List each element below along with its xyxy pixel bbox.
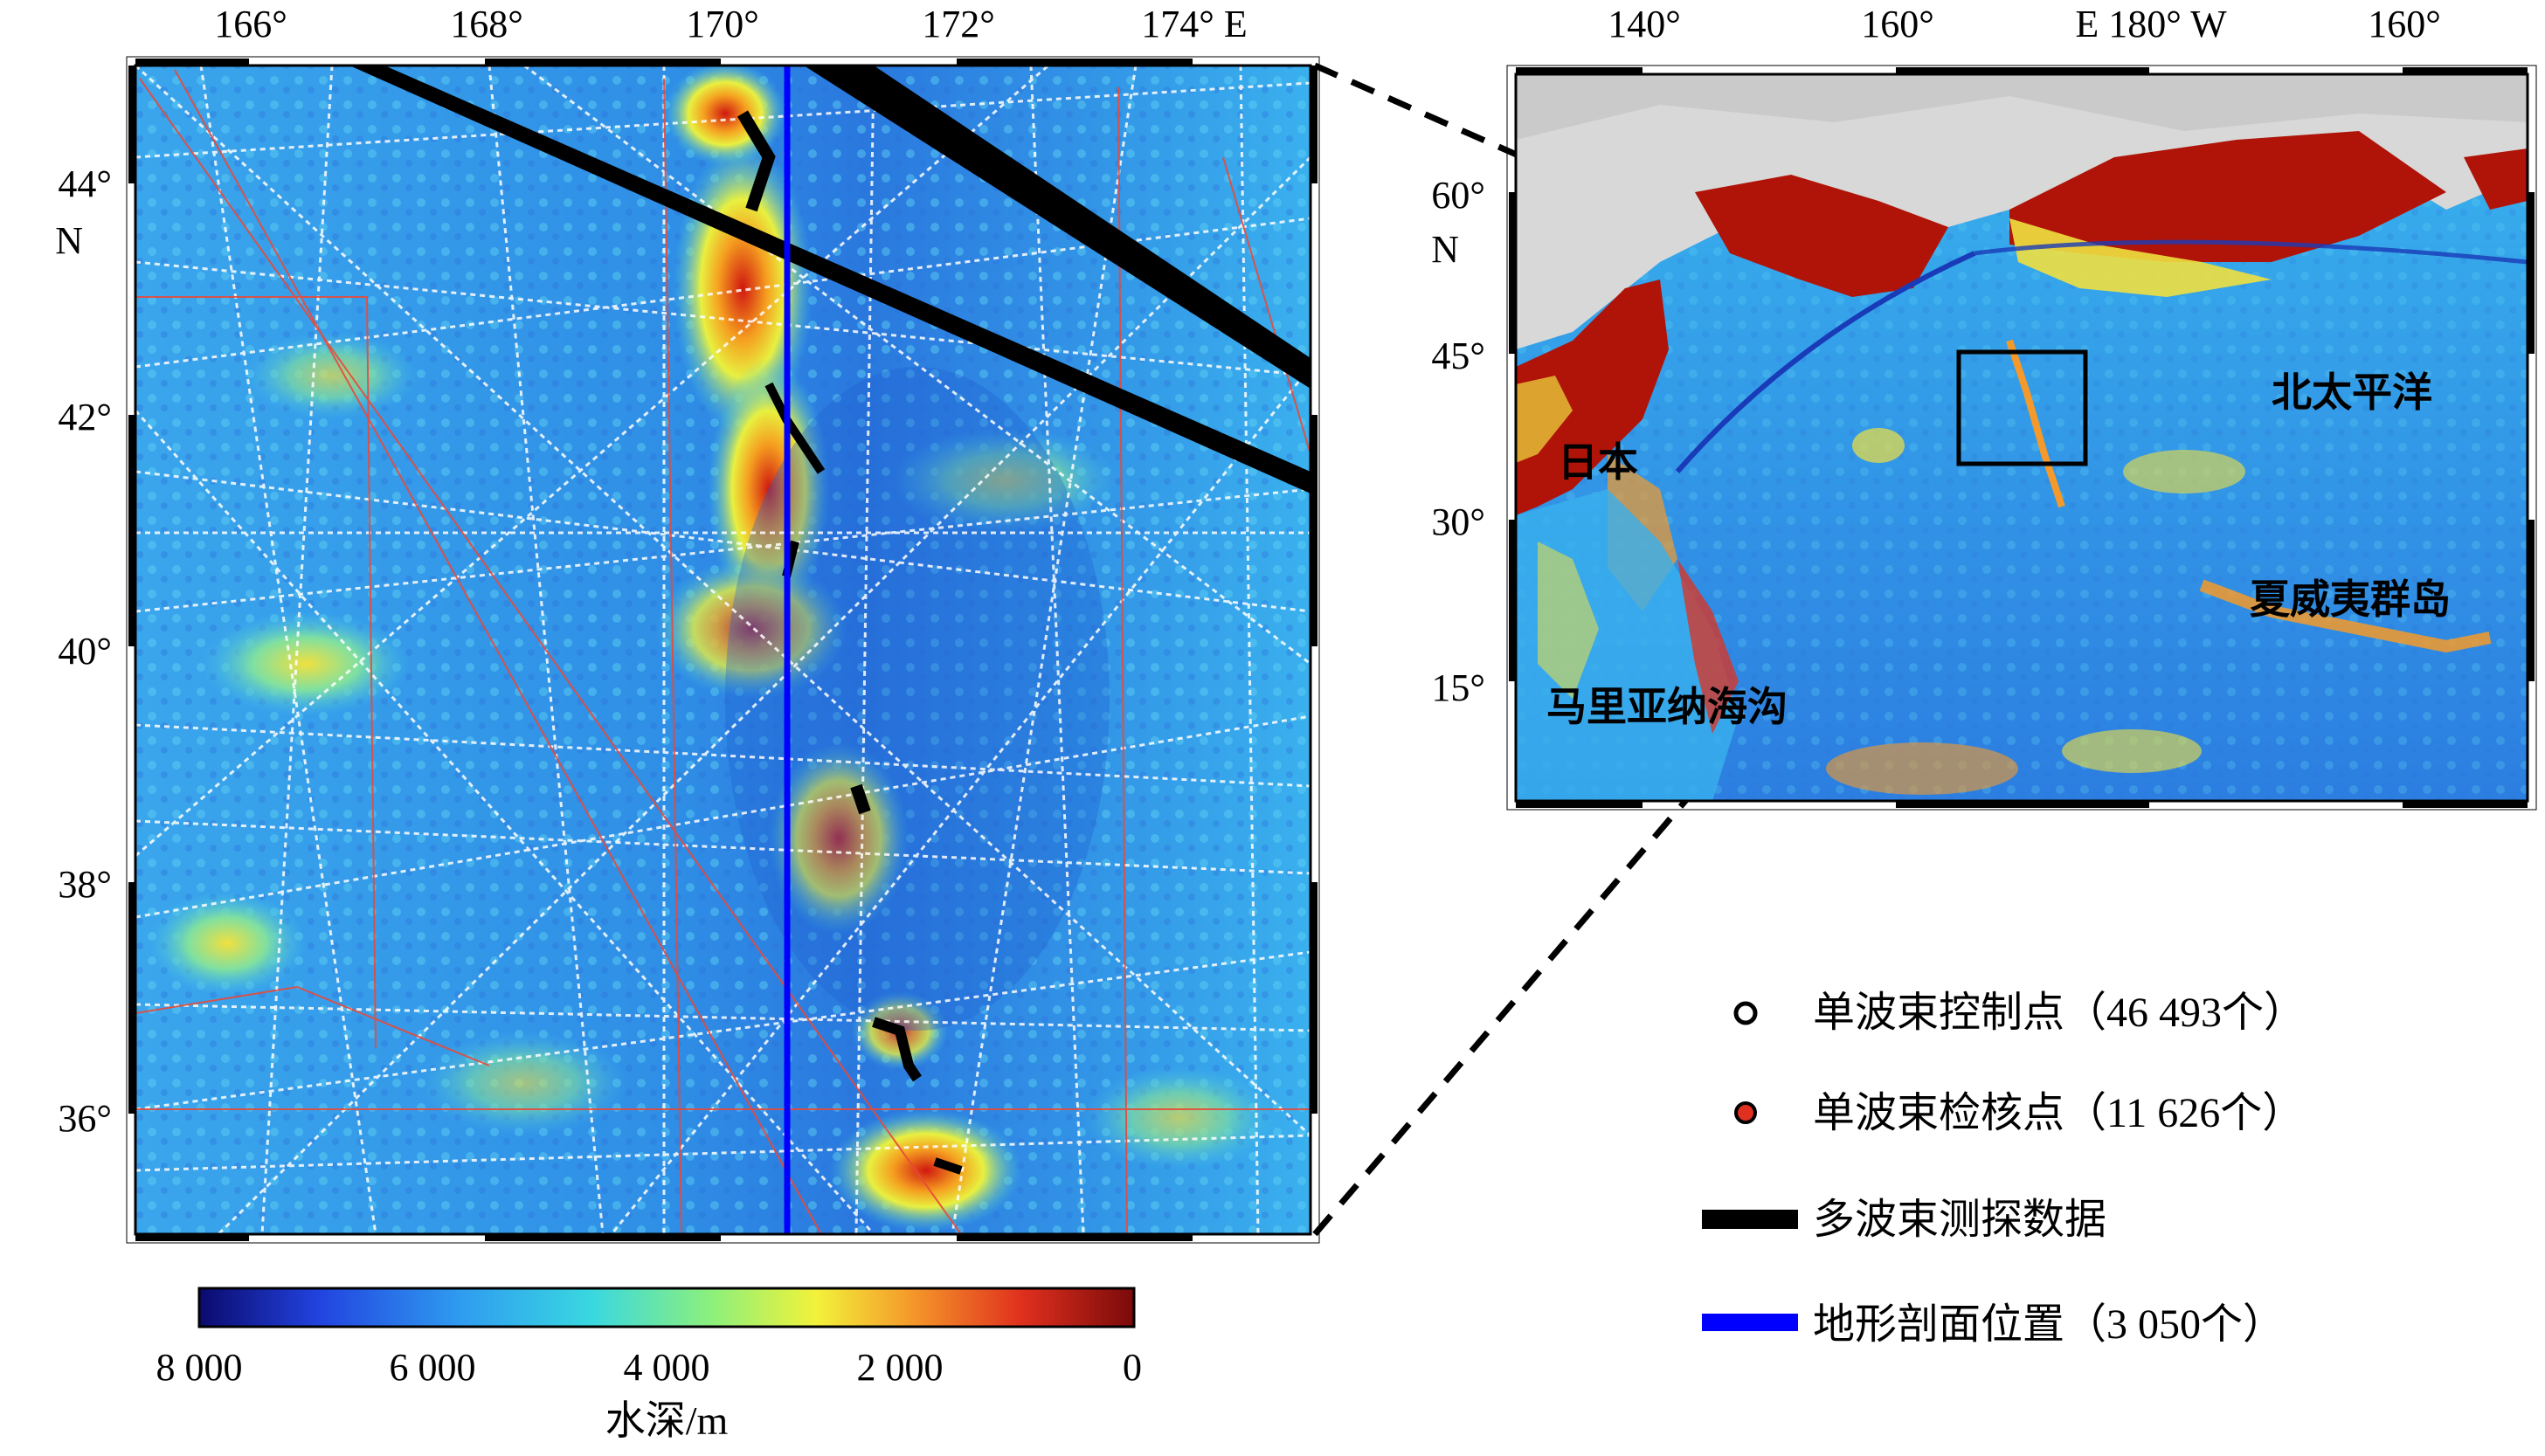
open-circle-symbol — [1733, 1001, 1758, 1025]
colorbar-tick: 4 000 — [624, 1346, 710, 1389]
label-hawaii: 夏威夷群岛 — [2250, 577, 2451, 622]
colorbar-tick: 2 000 — [857, 1346, 944, 1389]
japan-land — [1516, 279, 1669, 515]
left-lon-label: 166° — [214, 3, 287, 45]
legend-label: 地形剖面位置（3 050个） — [1813, 1301, 2285, 1348]
right-lat-hemisphere: N — [1431, 228, 1459, 271]
right-lon-label: E 180° W — [2075, 3, 2227, 45]
left-lon-label: 170° — [686, 3, 759, 45]
left-map: 166° 168° 170° 172° 174° E 44° N 42° 40°… — [55, 3, 1320, 1244]
black-bar-symbol — [1702, 1210, 1798, 1229]
left-lat-label: 44° — [58, 162, 112, 205]
land-shelf-north — [1695, 175, 1948, 297]
right-lat-label: 45° — [1431, 335, 1485, 377]
colorbar-tick: 6 000 — [390, 1346, 476, 1389]
label-japan: 日本 — [1558, 440, 1638, 485]
left-lon-label: 172° — [922, 3, 995, 45]
label-mariana: 马里亚纳海沟 — [1546, 685, 1788, 729]
left-map-frame — [134, 64, 1312, 1236]
right-lon-label: 160° — [1861, 3, 1934, 45]
colorbar-tick: 0 — [1123, 1346, 1142, 1389]
study-area-box — [1956, 349, 2088, 466]
single-beam-tracks — [135, 66, 1311, 1234]
check-tracks — [135, 69, 1311, 1234]
red-circle-symbol — [1734, 1101, 1757, 1124]
right-lat-label: 60° — [1431, 174, 1485, 217]
left-map-border-ticks — [128, 59, 1317, 1241]
multibeam-swaths — [349, 66, 1311, 493]
left-lat-hemisphere: N — [55, 219, 83, 262]
legend-label: 多波束测探数据 — [1813, 1197, 2106, 1243]
right-lat-label: 15° — [1431, 666, 1485, 709]
left-lat-label: 40° — [58, 630, 112, 673]
left-lon-label: 168° — [450, 3, 523, 45]
label-north-pacific: 北太平洋 — [2272, 370, 2432, 415]
colorbar-label: 水深/m — [605, 1398, 729, 1443]
left-lat-label: 42° — [58, 396, 112, 438]
right-lon-label: 160° — [2368, 3, 2441, 45]
colorbar-tick: 8 000 — [156, 1346, 243, 1389]
legend-label: 单波束检核点（11 626个） — [1813, 1090, 2304, 1136]
colorbar: 8 000 6 000 4 000 2 000 0 水深/m — [156, 1287, 1142, 1443]
right-lon-label: 140° — [1608, 3, 1681, 45]
right-lat-label: 30° — [1431, 500, 1485, 543]
left-lon-label: 174° E — [1141, 3, 1247, 45]
right-map-border-ticks — [1509, 67, 2535, 808]
left-lat-label: 36° — [58, 1097, 112, 1140]
legend-label: 单波束控制点（46 493个） — [1813, 990, 2306, 1036]
legend: 单波束控制点（46 493个） 单波束检核点（11 626个） 多波束测探数据 … — [1702, 990, 2306, 1348]
left-lat-label: 38° — [58, 863, 112, 906]
right-map: 140° 160° E 180° W 160° 60° N 45° 30° 15… — [1431, 3, 2537, 811]
blue-bar-symbol — [1702, 1314, 1798, 1331]
